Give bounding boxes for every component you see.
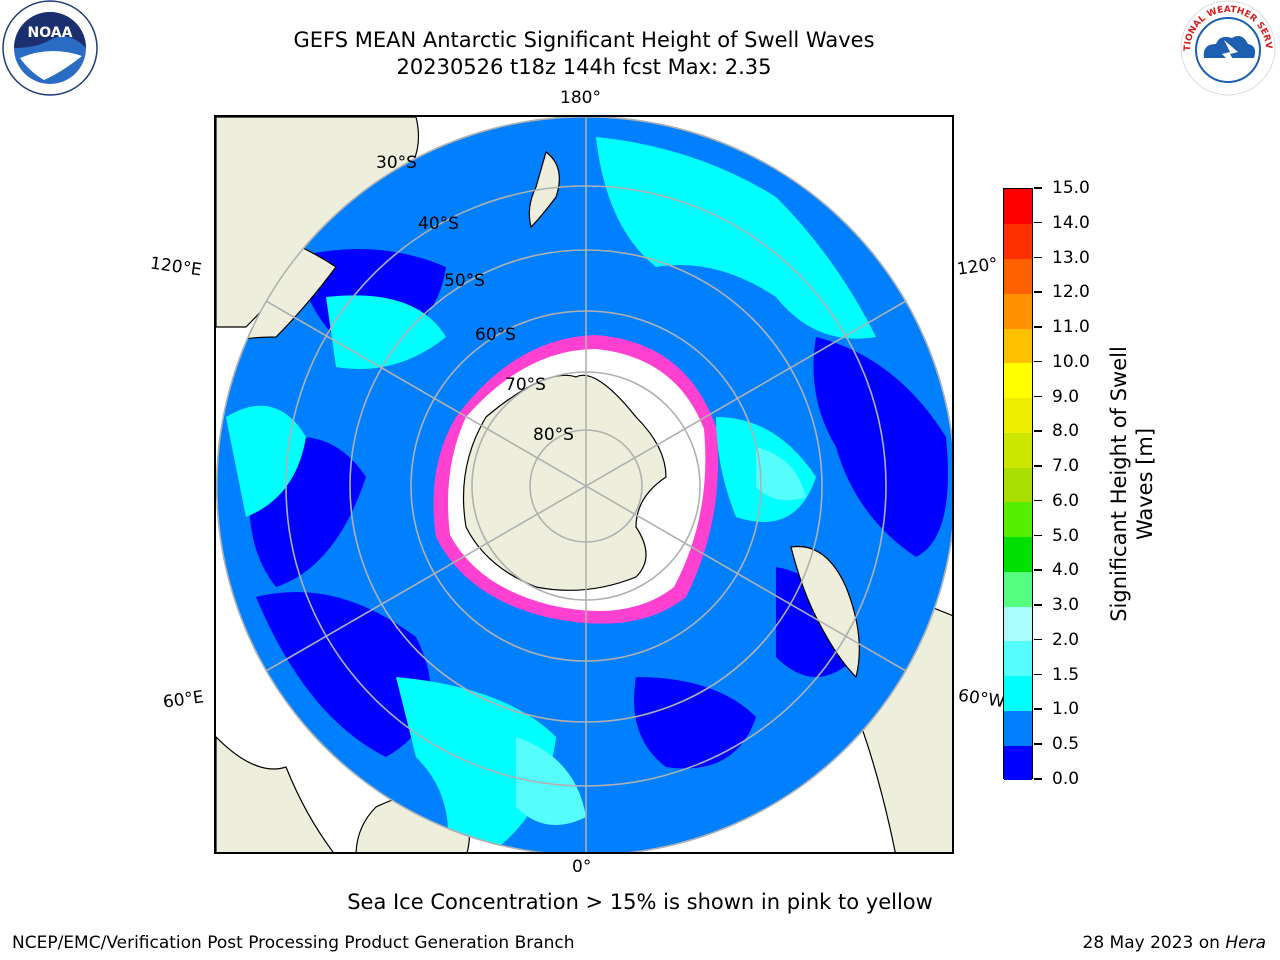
colorbar-tick-label: 5.0 xyxy=(1052,525,1080,546)
colorbar-tick-label: 14.0 xyxy=(1052,212,1090,233)
map-canvas xyxy=(216,117,952,852)
map-subtitle: 20230526 t18z 144h fcst Max: 2.35 xyxy=(396,55,772,79)
colorbar-tick xyxy=(1034,673,1042,676)
colorbar-tick-label: 0.5 xyxy=(1052,734,1080,755)
lon-label-60w: 60°W xyxy=(956,685,1007,713)
sea-ice-note: Sea Ice Concentration > 15% is shown in … xyxy=(347,890,933,914)
colorbar-tick-label: 1.0 xyxy=(1052,699,1080,720)
colorbar xyxy=(1003,188,1033,781)
lon-label-0: 0° xyxy=(572,857,592,877)
colorbar-title: Significant Height of Swell Waves [m] xyxy=(1106,346,1158,622)
colorbar-segment xyxy=(1004,362,1032,399)
svg-text:NOAA: NOAA xyxy=(28,25,73,41)
colorbar-title-line1: Significant Height of Swell xyxy=(1107,346,1131,622)
lat-label-70s: 70°S xyxy=(505,375,546,395)
footer-host: Hera xyxy=(1225,933,1266,953)
colorbar-tick xyxy=(1034,708,1042,710)
colorbar-tick xyxy=(1034,395,1042,398)
colorbar-tick xyxy=(1034,221,1042,224)
colorbar-tick-label: 1.5 xyxy=(1052,664,1080,685)
colorbar-tick xyxy=(1034,187,1042,189)
colorbar-tick-label: 15.0 xyxy=(1052,178,1090,198)
footer-date: 28 May 2023 on Hera xyxy=(1083,933,1267,953)
colorbar-segment xyxy=(1004,501,1032,538)
colorbar-segment xyxy=(1004,258,1032,294)
lon-label-180: 180° xyxy=(560,88,601,108)
lat-label-50s: 50°S xyxy=(444,271,485,291)
colorbar-tick xyxy=(1034,430,1042,432)
colorbar-segment xyxy=(1004,467,1032,503)
colorbar-segment xyxy=(1004,710,1032,746)
colorbar-segment xyxy=(1004,432,1032,468)
colorbar-tick xyxy=(1034,360,1042,363)
colorbar-segment xyxy=(1004,397,1032,433)
colorbar-tick xyxy=(1034,638,1042,641)
lon-label-60e: 60°E xyxy=(161,687,206,713)
colorbar-tick-label: 9.0 xyxy=(1052,386,1080,407)
lat-label-80s: 80°S xyxy=(533,425,574,445)
colorbar-tick-label: 7.0 xyxy=(1052,456,1080,477)
lon-label-120w: 120° xyxy=(955,254,1000,280)
lat-label-60s: 60°S xyxy=(475,325,516,345)
polar-map xyxy=(214,115,954,854)
colorbar-segment xyxy=(1004,745,1032,781)
colorbar-segment xyxy=(1004,189,1032,225)
colorbar-tick xyxy=(1034,604,1042,606)
colorbar-segment xyxy=(1004,640,1032,677)
footer-date-text: 28 May 2023 on xyxy=(1082,933,1220,953)
colorbar-tick-label: 13.0 xyxy=(1052,247,1090,268)
colorbar-tick xyxy=(1034,499,1042,502)
colorbar-segment xyxy=(1004,536,1032,572)
colorbar-tick xyxy=(1034,743,1042,745)
colorbar-tick-label: 11.0 xyxy=(1052,317,1090,338)
lat-label-40s: 40°S xyxy=(418,214,459,234)
lat-label-30s: 30°S xyxy=(376,153,417,173)
colorbar-tick-label: 10.0 xyxy=(1052,351,1090,372)
colorbar-segment xyxy=(1004,293,1032,329)
colorbar-tick xyxy=(1034,465,1042,467)
colorbar-tick xyxy=(1034,326,1042,328)
colorbar-tick-label: 6.0 xyxy=(1052,490,1080,511)
national-weather-service-logo-icon: NATIONAL WEATHER SERVICE xyxy=(1178,0,1276,96)
colorbar-tick-label: 4.0 xyxy=(1052,560,1080,581)
colorbar-tick xyxy=(1034,256,1042,259)
colorbar-segment xyxy=(1004,571,1032,607)
map-title: GEFS MEAN Antarctic Significant Height o… xyxy=(293,28,875,52)
colorbar-tick xyxy=(1034,569,1042,571)
colorbar-tick-label: 8.0 xyxy=(1052,421,1080,442)
colorbar-tick-label: 0.0 xyxy=(1052,769,1080,789)
colorbar-tick-label: 12.0 xyxy=(1052,282,1090,303)
noaa-logo-icon: NOAA xyxy=(2,0,98,96)
colorbar-tick-label: 2.0 xyxy=(1052,629,1080,650)
colorbar-tick xyxy=(1034,534,1042,537)
colorbar-tick xyxy=(1034,291,1042,293)
colorbar-segment xyxy=(1004,675,1032,711)
colorbar-segment xyxy=(1004,606,1032,642)
colorbar-segment xyxy=(1004,223,1032,259)
colorbar-title-line2: Waves [m] xyxy=(1133,427,1157,541)
lon-label-120e: 120°E xyxy=(148,253,203,281)
footer-branch: NCEP/EMC/Verification Post Processing Pr… xyxy=(12,933,575,953)
colorbar-segment xyxy=(1004,328,1032,364)
colorbar-tick xyxy=(1034,778,1042,780)
colorbar-tick-label: 3.0 xyxy=(1052,595,1080,616)
